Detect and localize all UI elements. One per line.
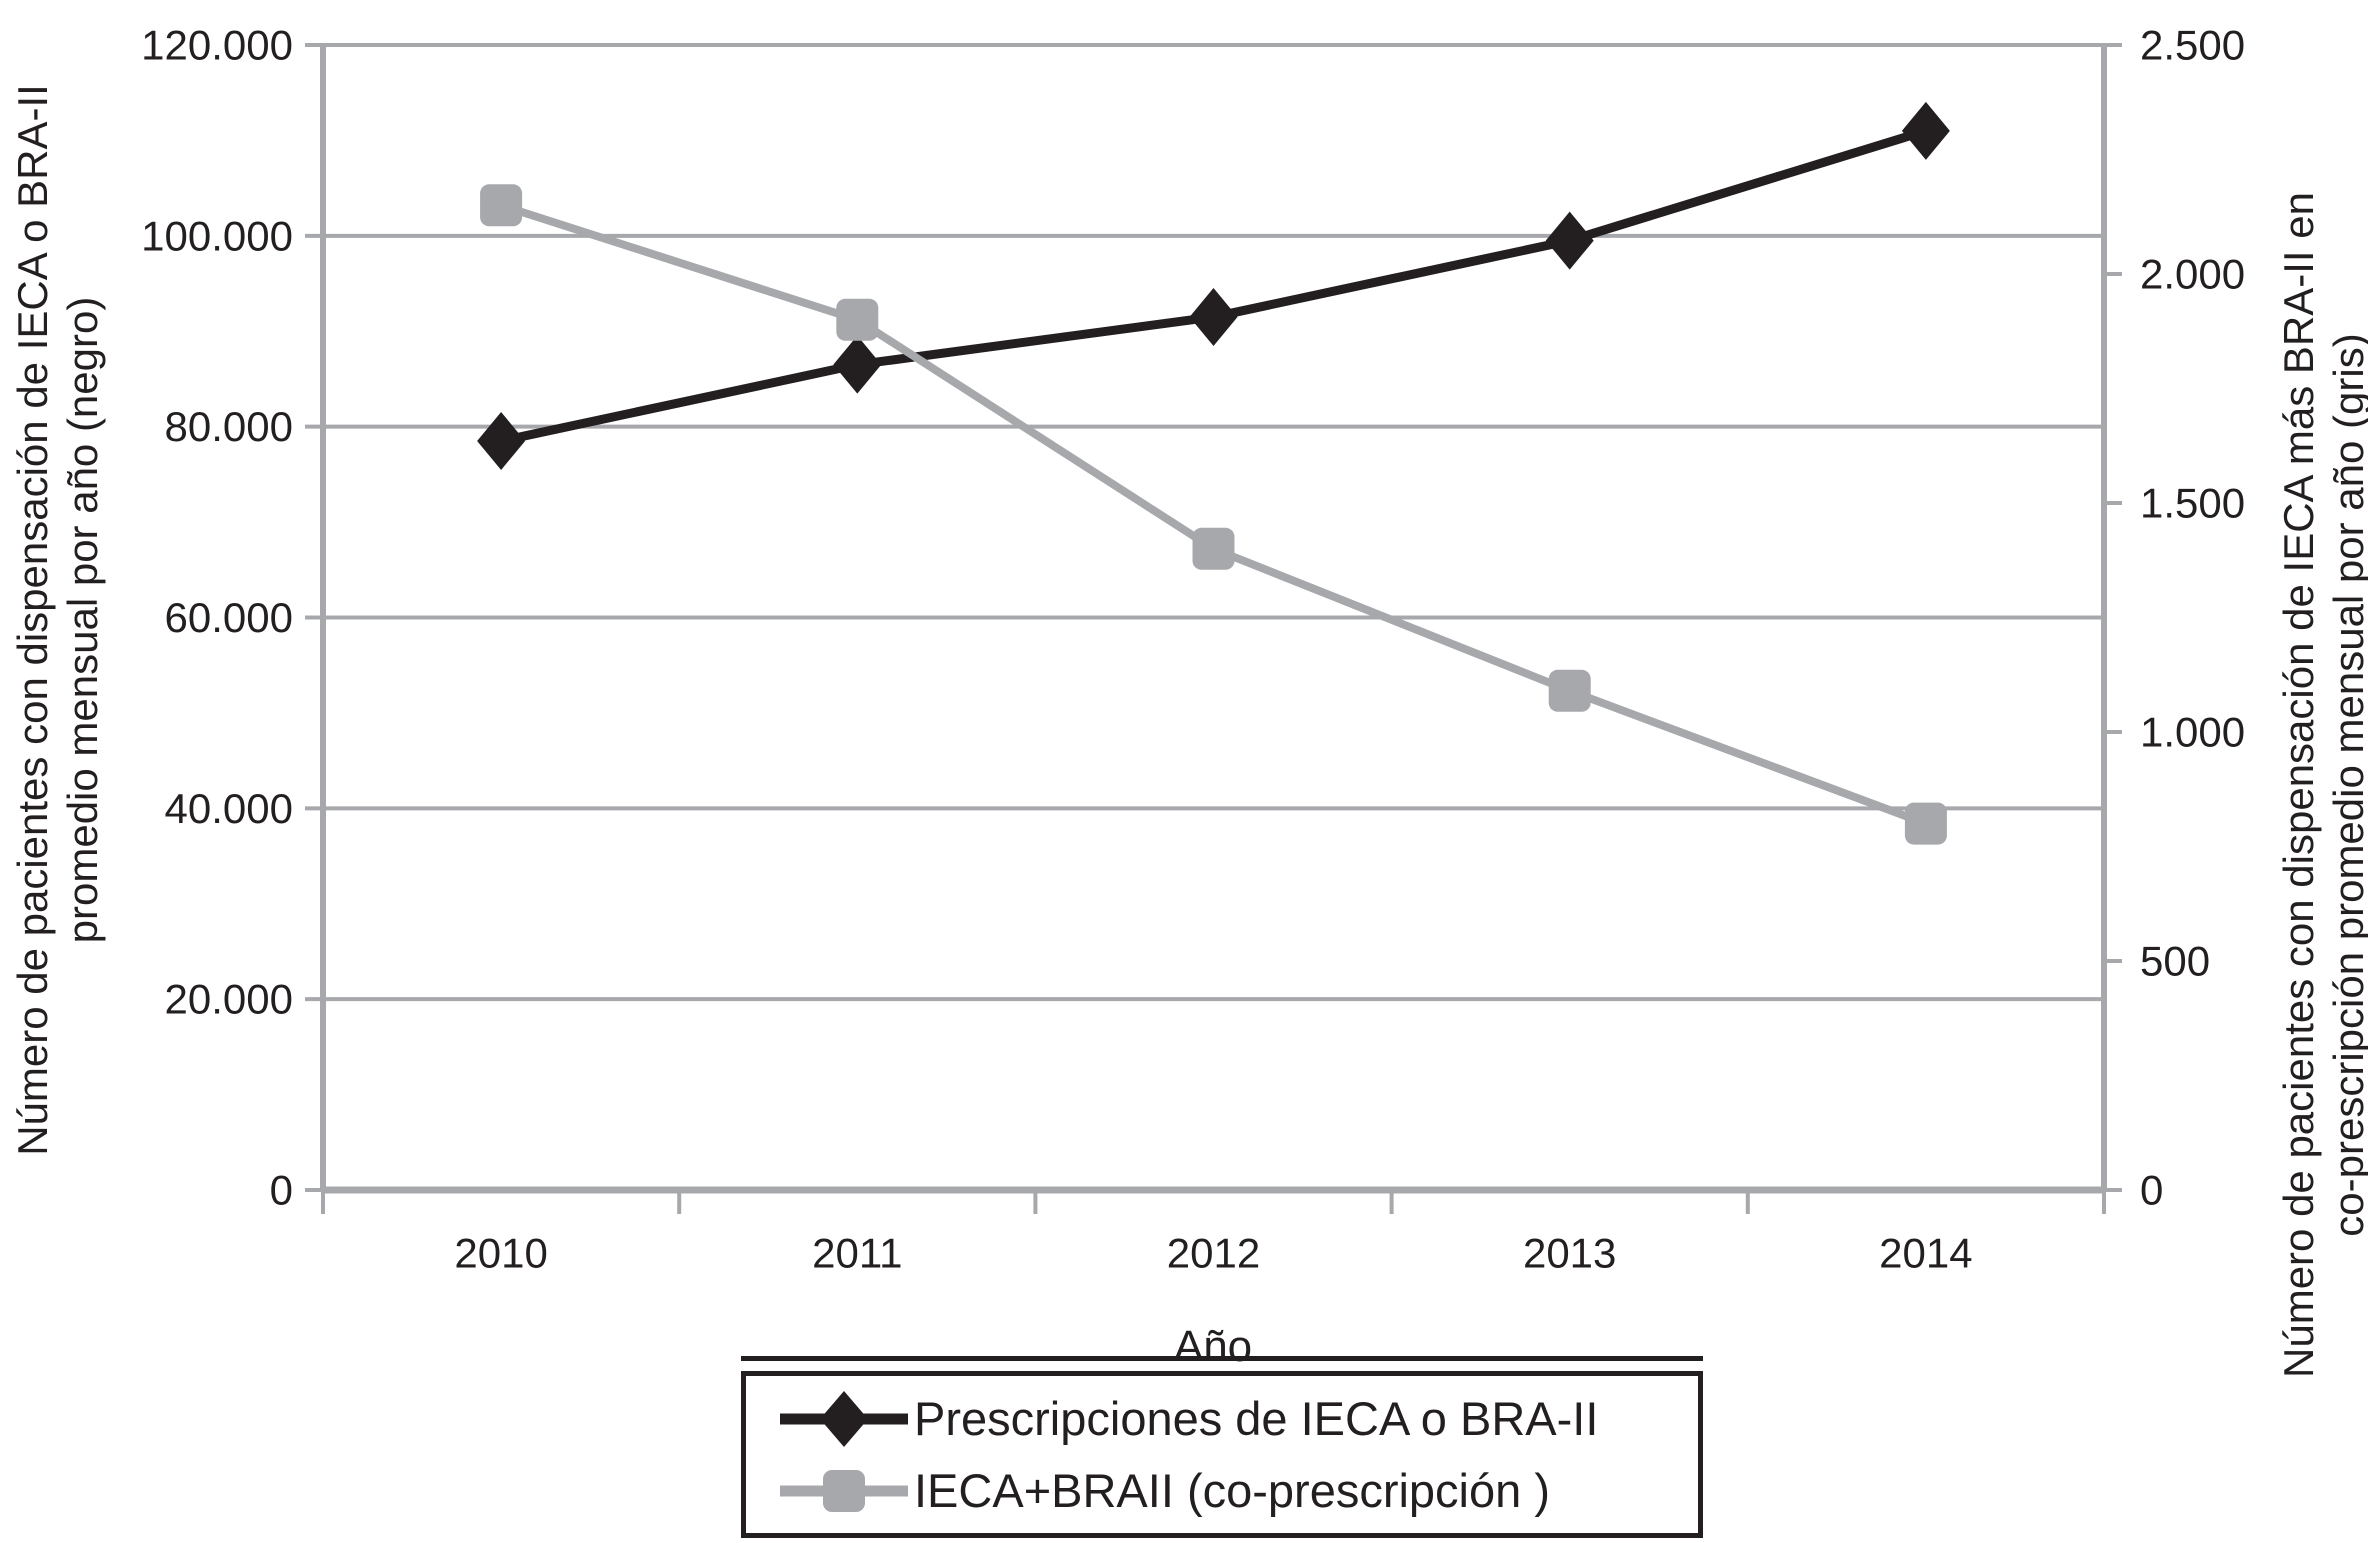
gray-square-line-marker-icon: [780, 1460, 908, 1522]
legend-item-coprescripcion: IECA+BRAII (co-prescripción ): [746, 1458, 1698, 1524]
y-left-tick-label: 60.000: [165, 594, 293, 641]
data-point-diamond: [477, 411, 526, 470]
y-left-tick-label: 80.000: [165, 403, 293, 450]
x-category-label: 2011: [812, 1230, 902, 1277]
right-axis-title-line1: Número de pacientes con dispensación de …: [2275, 192, 2322, 1378]
legend-label-coprescripcion: IECA+BRAII (co-prescripción ): [914, 1464, 1550, 1517]
x-category-label: 2012: [1167, 1230, 1260, 1277]
black-diamond-line-marker-icon: [780, 1388, 908, 1450]
y-left-tick-label: 120.000: [141, 22, 293, 69]
legend-marker-svg: [780, 1469, 908, 1512]
data-point-square: [480, 184, 523, 227]
series-line-black: [496, 126, 1931, 446]
y-left-tick-label: 0: [270, 1167, 293, 1214]
y-left-tick-label: 40.000: [165, 785, 293, 832]
legend-marker-svg: [780, 1390, 908, 1447]
data-point-square: [1904, 802, 1947, 845]
data-point-square: [1192, 527, 1235, 570]
data-point-diamond: [1545, 211, 1594, 270]
data-point-diamond: [1189, 287, 1238, 346]
legend-label-prescripciones: Prescripciones de IECA o BRA-II: [914, 1392, 1599, 1445]
y-right-tick-label: 2.500: [2140, 22, 2245, 69]
data-point-square: [836, 298, 879, 341]
legend: Prescripciones de IECA o BRA-II IECA+BRA…: [741, 1371, 1703, 1538]
data-point-diamond: [1901, 101, 1950, 160]
legend-item-prescripciones: Prescripciones de IECA o BRA-II: [746, 1386, 1698, 1452]
legend-top-rule: [741, 1356, 1703, 1361]
right-axis-title-line2: co-prescripción promedio mensual por año…: [2325, 333, 2368, 1237]
y-right-tick-label: 1.000: [2140, 709, 2245, 756]
y-right-tick-label: 1.500: [2140, 480, 2245, 527]
right-axis-title: Número de pacientes con dispensación de …: [2274, 192, 2368, 1378]
data-point-diamond: [833, 335, 882, 394]
x-category-label: 2013: [1523, 1230, 1616, 1277]
x-axis-title: Año: [1173, 1322, 1253, 1371]
y-left-tick-label: 100.000: [141, 212, 293, 259]
data-point-square: [1548, 669, 1591, 712]
y-right-tick-label: 0: [2140, 1167, 2163, 1214]
y-right-tick-label: 500: [2140, 938, 2210, 985]
y-right-tick-label: 2.000: [2140, 251, 2245, 298]
x-category-label: 2010: [454, 1230, 547, 1277]
x-category-label: 2014: [1879, 1230, 1972, 1277]
y-left-tick-label: 20.000: [165, 976, 293, 1023]
